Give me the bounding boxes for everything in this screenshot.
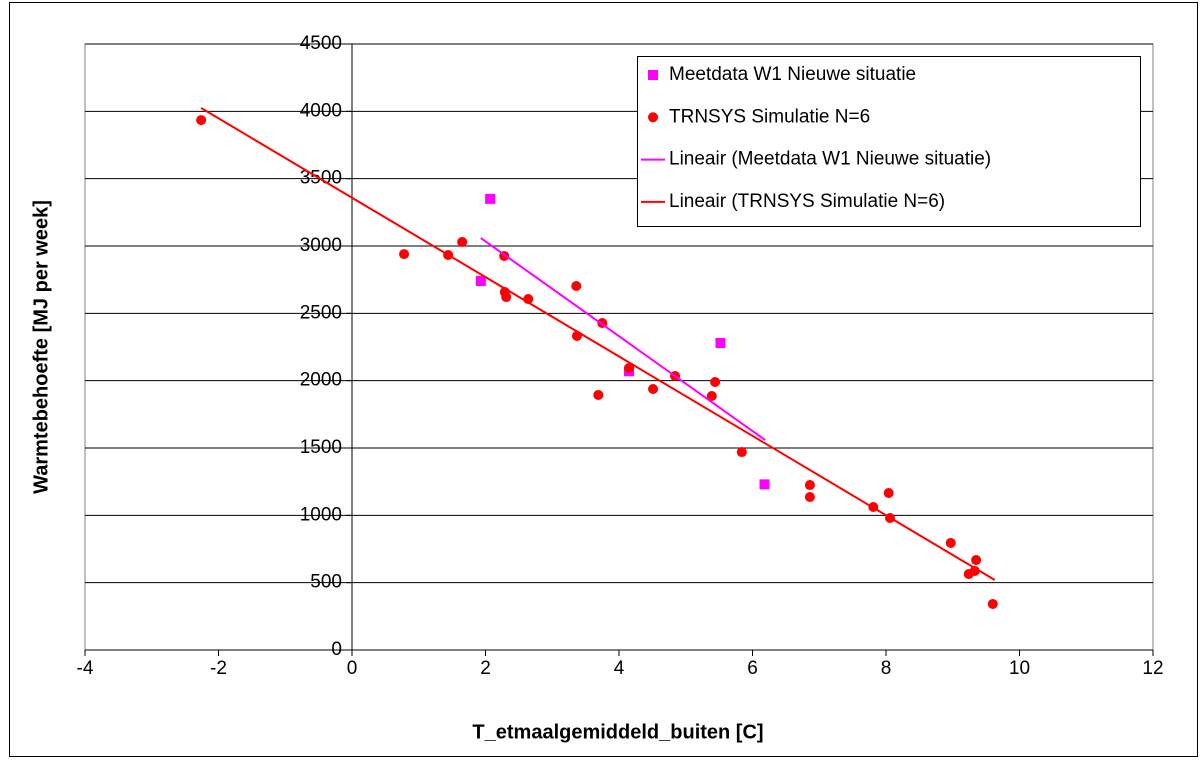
y-tick-label: 4500 — [300, 33, 342, 54]
legend-box — [637, 56, 1141, 227]
point — [945, 537, 956, 548]
point — [457, 236, 468, 247]
x-tick-label: 6 — [747, 658, 758, 679]
x-tick-label: -4 — [77, 658, 94, 679]
point — [571, 280, 582, 291]
y-axis-title: Warmtebehoefte [MJ per week] — [30, 200, 52, 494]
point — [971, 555, 982, 566]
y-tick-label: 1000 — [300, 504, 342, 525]
point — [485, 193, 496, 204]
x-tick-label: 2 — [480, 658, 491, 679]
y-tick-label: 3000 — [300, 235, 342, 256]
point — [475, 276, 486, 287]
x-tick-label: 12 — [1142, 658, 1163, 679]
point — [706, 391, 717, 402]
point — [196, 115, 207, 126]
point — [759, 479, 770, 490]
x-tick-label: -2 — [210, 658, 227, 679]
point — [593, 389, 604, 400]
x-tick-label: 0 — [347, 658, 358, 679]
point — [715, 337, 726, 348]
y-tick-label: 2000 — [300, 370, 342, 391]
point — [501, 292, 512, 303]
legend-label: TRNSYS Simulatie N=6 — [669, 106, 870, 127]
point — [648, 384, 659, 395]
x-tick-label: 8 — [881, 658, 892, 679]
point — [736, 447, 747, 458]
point — [804, 492, 815, 503]
point — [883, 487, 894, 498]
y-tick-label: 500 — [310, 572, 342, 593]
trendline — [480, 237, 766, 441]
point — [624, 363, 635, 374]
point — [804, 480, 815, 491]
point — [399, 249, 410, 260]
legend-label: Lineair (TRNSYS Simulatie N=6) — [669, 191, 945, 212]
y-tick-label: 1500 — [300, 437, 342, 458]
legend-label: Meetdata W1 Nieuwe situatie — [669, 64, 916, 85]
x-tick-label: 4 — [614, 658, 625, 679]
legend-label: Lineair (Meetdata W1 Nieuwe situatie) — [669, 149, 991, 170]
legend-swatch — [648, 112, 658, 123]
x-axis-title: T_etmaalgemiddeld_buiten [C] — [472, 721, 763, 743]
y-tick-label: 4000 — [300, 100, 342, 121]
point — [987, 598, 998, 609]
x-tick-label: 10 — [1009, 658, 1030, 679]
point — [710, 377, 721, 388]
trendline — [200, 107, 996, 581]
y-tick-label: 2500 — [300, 302, 342, 323]
legend-swatch — [648, 70, 658, 80]
